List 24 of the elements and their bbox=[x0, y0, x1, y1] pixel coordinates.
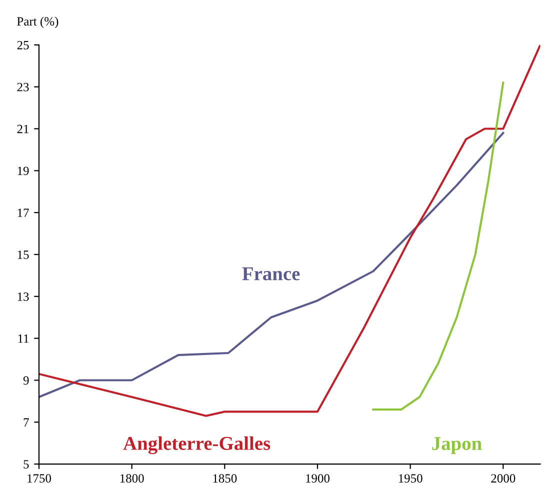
x-tick-label: 1750 bbox=[28, 474, 52, 483]
y-tick-label: 5 bbox=[24, 460, 29, 469]
line-series bbox=[38, 44, 540, 417]
text: Japon bbox=[432, 437, 482, 454]
x-tick-label: 1850 bbox=[213, 474, 237, 483]
x-tick-label: 2000 bbox=[491, 474, 516, 483]
y-tick-label: 21 bbox=[17, 124, 29, 134]
line-series bbox=[372, 82, 504, 411]
y-tick-label: 11 bbox=[18, 334, 29, 343]
y-tick-label: 25 bbox=[17, 40, 29, 50]
y-tick-label: 23 bbox=[17, 82, 29, 92]
y-tick-label: 17 bbox=[18, 208, 29, 217]
y-tick-label: 7 bbox=[24, 418, 29, 426]
x-tick-label: 1950 bbox=[398, 474, 422, 483]
y-tick-label: 9 bbox=[23, 376, 29, 385]
series-label: Angleterre-Galles bbox=[123, 436, 270, 454]
x-tick-label: 1800 bbox=[120, 474, 144, 483]
line-series bbox=[38, 132, 504, 398]
series-label: France bbox=[242, 267, 300, 280]
x-tick-label: 1900 bbox=[306, 474, 330, 483]
y-axis-title: Part (%) bbox=[17, 16, 58, 28]
y-tick-label: 13 bbox=[18, 292, 29, 301]
y-tick-label: 19 bbox=[18, 166, 29, 176]
y-tick-label: 15 bbox=[18, 250, 29, 259]
